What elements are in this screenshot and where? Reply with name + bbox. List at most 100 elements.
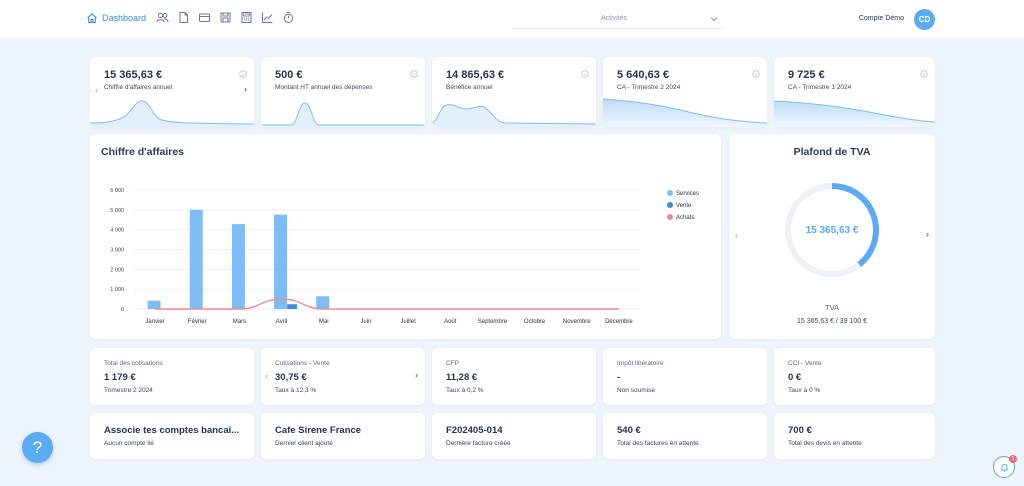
- pending-quotes-card[interactable]: 700 € Total des devis en attente: [774, 413, 935, 459]
- info-icon[interactable]: [239, 70, 247, 78]
- x-tick-label: Octobre: [524, 319, 546, 325]
- revenue-chart: 0 1 000 2 000 3 000 4 000 5 000 6 000 Janvier Fé…: [110, 188, 699, 325]
- info-icon[interactable]: [581, 70, 589, 78]
- stat-card-income-tax: Impôt libératoire - Non soumise: [603, 348, 767, 405]
- users-icon[interactable]: [156, 11, 169, 24]
- bank-accounts-title: Associe tes comptes bancai...: [104, 425, 240, 436]
- y-tick-label: 5 000: [110, 208, 124, 214]
- top-navigation-bar: Dashboard Activités Compte Démo CD: [0, 0, 1024, 38]
- kpi-label: CA - Trimestre 2 2024: [617, 84, 681, 91]
- stat-sub: Non soumise: [617, 387, 655, 394]
- help-button[interactable]: ?: [22, 432, 53, 463]
- revenue-chart-title: Chiffre d'affaires: [101, 146, 185, 158]
- y-tick-label: 0: [121, 307, 124, 313]
- nav-dashboard[interactable]: Dashboard: [86, 12, 146, 24]
- kpi-sparkline: [261, 102, 425, 127]
- last-invoice-card[interactable]: F202405-014 Dernière facture créée: [432, 413, 596, 459]
- kpi-label: CA - Trimestre 1 2024: [788, 84, 852, 91]
- stat-value: 11,28 €: [446, 372, 478, 383]
- pending-invoices-sub: Total des factures en attente: [617, 440, 699, 447]
- vat-card: Plafond de TVA 15 365,63 € ‹ › TVA 15 36…: [729, 134, 935, 339]
- stat-label: Cotisations - Vente: [275, 360, 330, 367]
- x-tick-label: Juin: [360, 319, 371, 325]
- x-tick-label: Décembre: [605, 319, 633, 325]
- legend-label: Achats: [676, 215, 694, 221]
- vat-progress-ring: [785, 183, 879, 277]
- chevron-right-icon[interactable]: ›: [926, 229, 929, 239]
- stat-sub: Taux à 0 %: [788, 387, 821, 394]
- stat-value: 30,75 €: [275, 372, 307, 383]
- bar-services: [274, 214, 288, 309]
- last-client-name: Cafe Sirene France: [275, 425, 362, 436]
- avatar[interactable]: CD: [914, 9, 935, 30]
- card-icon[interactable]: [198, 11, 211, 24]
- vat-title: Plafond de TVA: [793, 146, 871, 158]
- info-icon[interactable]: [410, 70, 418, 78]
- kpi-sparkline: [90, 100, 254, 127]
- y-tick-label: 6 000: [110, 188, 124, 194]
- bell-icon: [1000, 463, 1008, 472]
- last-invoice-number: F202405-014: [446, 425, 503, 436]
- vat-ratio: 15 365,63 € / 39 100 €: [796, 318, 868, 325]
- chevron-right-icon[interactable]: ›: [415, 370, 418, 380]
- calculator-icon[interactable]: [240, 11, 253, 24]
- chevron-left-icon[interactable]: ‹: [95, 85, 98, 95]
- revenue-chart-card: Chiffre d'affaires 0 1 000 2 000 3 000 4 000…: [90, 134, 721, 339]
- info-icon[interactable]: [752, 70, 760, 78]
- x-tick-label: Janvier: [145, 319, 164, 325]
- nav-dashboard-label: Dashboard: [102, 12, 147, 23]
- timer-icon[interactable]: [282, 11, 295, 24]
- bar-services: [316, 296, 330, 309]
- pending-invoices-card[interactable]: 540 € Total des factures en attente: [603, 413, 767, 459]
- stat-card-total-contributions: Total des cotisations 1 179 € Trimestre …: [90, 348, 254, 405]
- bar-vente: [287, 304, 298, 309]
- stat-sub: Trimestre 2 2024: [104, 387, 153, 394]
- bar-services: [189, 209, 203, 309]
- document-icon[interactable]: [177, 11, 190, 24]
- stat-card-cfp: CFP 11,28 € Taux à 0,2 %: [432, 348, 596, 405]
- legend-label: Services: [676, 191, 699, 197]
- legend-marker: [667, 190, 673, 196]
- chart-icon[interactable]: [261, 11, 274, 24]
- y-tick-label: 3 000: [110, 248, 124, 254]
- stat-sub: Taux à 12,3 %: [275, 387, 317, 394]
- activities-label: Activités: [600, 15, 628, 22]
- vat-ring-fill: [785, 183, 879, 277]
- stat-card-cci: CCI - Vente 0 € Taux à 0 %: [774, 348, 935, 405]
- x-tick-label: Avril: [276, 319, 288, 325]
- kpi-card-q2: 5 640,63 € CA - Trimestre 2 2024: [603, 57, 767, 127]
- x-tick-label: Septembre: [478, 319, 508, 325]
- bank-accounts-card[interactable]: Associe tes comptes bancai... Aucun comp…: [90, 413, 254, 459]
- kpi-value: 5 640,63 €: [617, 69, 669, 81]
- y-tick-label: 1 000: [110, 287, 124, 293]
- kpi-card-expenses: 500 € Montant HT annuel des dépenses: [261, 57, 425, 127]
- info-icon[interactable]: [920, 70, 928, 78]
- last-client-card[interactable]: Cafe Sirene France Dernier client ajouté: [261, 413, 425, 459]
- pending-quotes-total: 700 €: [788, 425, 812, 436]
- kpi-sparkline: [603, 98, 767, 127]
- stat-value: -: [617, 372, 621, 383]
- activities-select[interactable]: Activités: [512, 9, 722, 29]
- stat-label: CCI - Vente: [788, 360, 822, 367]
- kpi-label: Chiffre d'affaires annuel: [104, 84, 173, 91]
- chevron-right-icon[interactable]: ›: [244, 84, 247, 94]
- legend-label: Vente: [676, 203, 692, 209]
- bar-services: [231, 224, 245, 309]
- legend-marker: [667, 214, 673, 220]
- home-icon: [87, 12, 97, 23]
- stat-card-contributions-sales: Cotisations - Vente 30,75 € Taux à 12,3 …: [261, 348, 425, 405]
- notification-count-badge: 1: [1009, 455, 1017, 463]
- chevron-left-icon[interactable]: ‹: [265, 371, 268, 381]
- x-tick-label: Mai: [319, 319, 329, 325]
- chevron-left-icon[interactable]: ‹: [735, 230, 738, 240]
- stat-label: CFP: [446, 360, 459, 367]
- last-client-sub: Dernier client ajouté: [275, 440, 333, 447]
- x-tick-label: Février: [188, 319, 207, 325]
- stat-value: 0 €: [788, 372, 802, 383]
- account-name[interactable]: Compte Démo: [858, 15, 904, 22]
- kpi-value: 14 865,63 €: [446, 69, 505, 81]
- pending-quotes-sub: Total des devis en attente: [788, 440, 862, 447]
- save-icon[interactable]: [219, 11, 232, 24]
- main-nav: Dashboard: [86, 11, 299, 24]
- y-tick-label: 4 000: [110, 228, 124, 234]
